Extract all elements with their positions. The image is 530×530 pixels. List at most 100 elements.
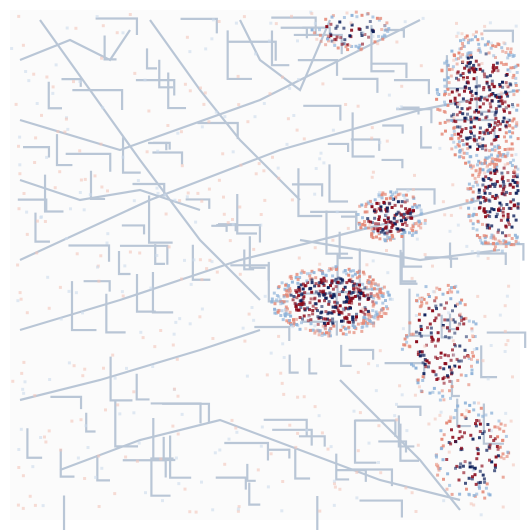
heat-pixel	[433, 370, 436, 373]
heat-pixel	[174, 321, 177, 324]
heat-pixel	[475, 493, 478, 496]
heat-pixel	[388, 202, 391, 205]
heat-pixel	[357, 323, 360, 326]
heat-pixel	[138, 252, 141, 255]
heat-pixel	[232, 223, 235, 226]
heat-pixel	[512, 198, 515, 201]
heat-pixel	[302, 288, 305, 291]
heat-pixel	[505, 343, 508, 346]
heat-pixel	[361, 223, 364, 226]
heat-pixel	[494, 114, 497, 117]
heat-pixel	[499, 154, 502, 157]
heat-pixel	[43, 436, 46, 439]
heat-pixel	[381, 302, 384, 305]
heat-pixel	[370, 292, 373, 295]
heat-pixel	[99, 254, 102, 257]
heat-pixel	[335, 268, 338, 271]
heat-pixel	[303, 315, 306, 318]
heat-pixel	[443, 307, 446, 310]
heat-pixel	[345, 316, 348, 319]
heat-pixel	[351, 280, 354, 283]
heat-pixel	[27, 79, 30, 82]
heat-pixel	[395, 403, 398, 406]
heat-pixel	[443, 376, 446, 379]
heat-pixel	[462, 465, 465, 468]
heat-pixel	[314, 246, 317, 249]
heat-pixel	[502, 180, 505, 183]
heat-pixel	[290, 15, 293, 18]
heat-pixel	[333, 301, 336, 304]
heat-pixel	[96, 266, 99, 269]
heat-pixel	[68, 290, 71, 293]
heat-pixel	[290, 277, 293, 280]
heat-pixel	[106, 232, 109, 235]
heat-pixel	[361, 307, 364, 310]
heat-pixel	[291, 198, 294, 201]
heat-pixel	[503, 457, 506, 460]
heat-pixel	[314, 276, 317, 279]
heat-pixel	[420, 302, 423, 305]
heat-pixel	[330, 445, 333, 448]
heat-pixel	[401, 393, 404, 396]
heat-pixel	[318, 281, 321, 284]
heat-pixel	[343, 38, 346, 41]
heat-pixel	[500, 99, 503, 102]
heat-pixel	[287, 117, 290, 120]
heat-pixel	[58, 170, 61, 173]
heat-pixel	[306, 272, 309, 275]
heat-pixel	[367, 227, 370, 230]
heat-pixel	[503, 167, 506, 170]
heat-pixel	[300, 321, 303, 324]
heat-pixel	[452, 59, 455, 62]
heat-pixel	[448, 484, 451, 487]
heat-pixel	[456, 303, 459, 306]
heat-pixel	[324, 327, 327, 330]
heat-pixel	[52, 85, 55, 88]
heat-pixel	[469, 434, 472, 437]
heat-pixel	[296, 39, 299, 42]
heat-pixel	[458, 93, 461, 96]
heat-pixel	[401, 200, 404, 203]
heat-pixel	[380, 315, 383, 318]
heat-pixel	[384, 299, 387, 302]
heat-pixel	[495, 135, 498, 138]
heat-pixel	[431, 265, 434, 268]
heat-pixel	[296, 282, 299, 285]
heat-pixel	[363, 286, 366, 289]
heat-pixel	[454, 146, 457, 149]
heat-pixel	[297, 294, 300, 297]
heat-pixel	[363, 273, 366, 276]
heat-pixel	[472, 64, 475, 67]
heat-pixel	[100, 57, 103, 60]
heat-pixel	[505, 51, 508, 54]
heat-pixel	[490, 224, 493, 227]
heat-pixel	[463, 152, 466, 155]
heat-pixel	[243, 340, 246, 343]
heat-pixel	[507, 148, 510, 151]
heat-pixel	[385, 213, 388, 216]
heat-pixel	[509, 161, 512, 164]
heat-pixel	[361, 216, 364, 219]
heat-pixel	[493, 139, 496, 142]
heat-pixel	[376, 364, 379, 367]
heat-pixel	[346, 12, 349, 15]
heat-pixel	[334, 306, 337, 309]
heat-pixel	[491, 83, 494, 86]
heat-pixel	[318, 333, 321, 336]
heat-pixel	[403, 213, 406, 216]
heat-pixel	[460, 47, 463, 50]
heat-pixel	[504, 304, 507, 307]
heat-pixel	[512, 159, 515, 162]
heat-pixel	[242, 327, 245, 330]
heat-pixel	[372, 303, 375, 306]
heat-pixel	[502, 41, 505, 44]
heat-pixel	[327, 34, 330, 37]
heat-pixel	[100, 186, 103, 189]
heat-pixel	[508, 124, 511, 127]
heat-pixel	[432, 290, 435, 293]
heat-pixel	[470, 358, 473, 361]
heat-pixel	[181, 164, 184, 167]
heat-pixel	[177, 433, 180, 436]
heat-pixel	[166, 124, 169, 127]
heat-pixel	[440, 438, 443, 441]
